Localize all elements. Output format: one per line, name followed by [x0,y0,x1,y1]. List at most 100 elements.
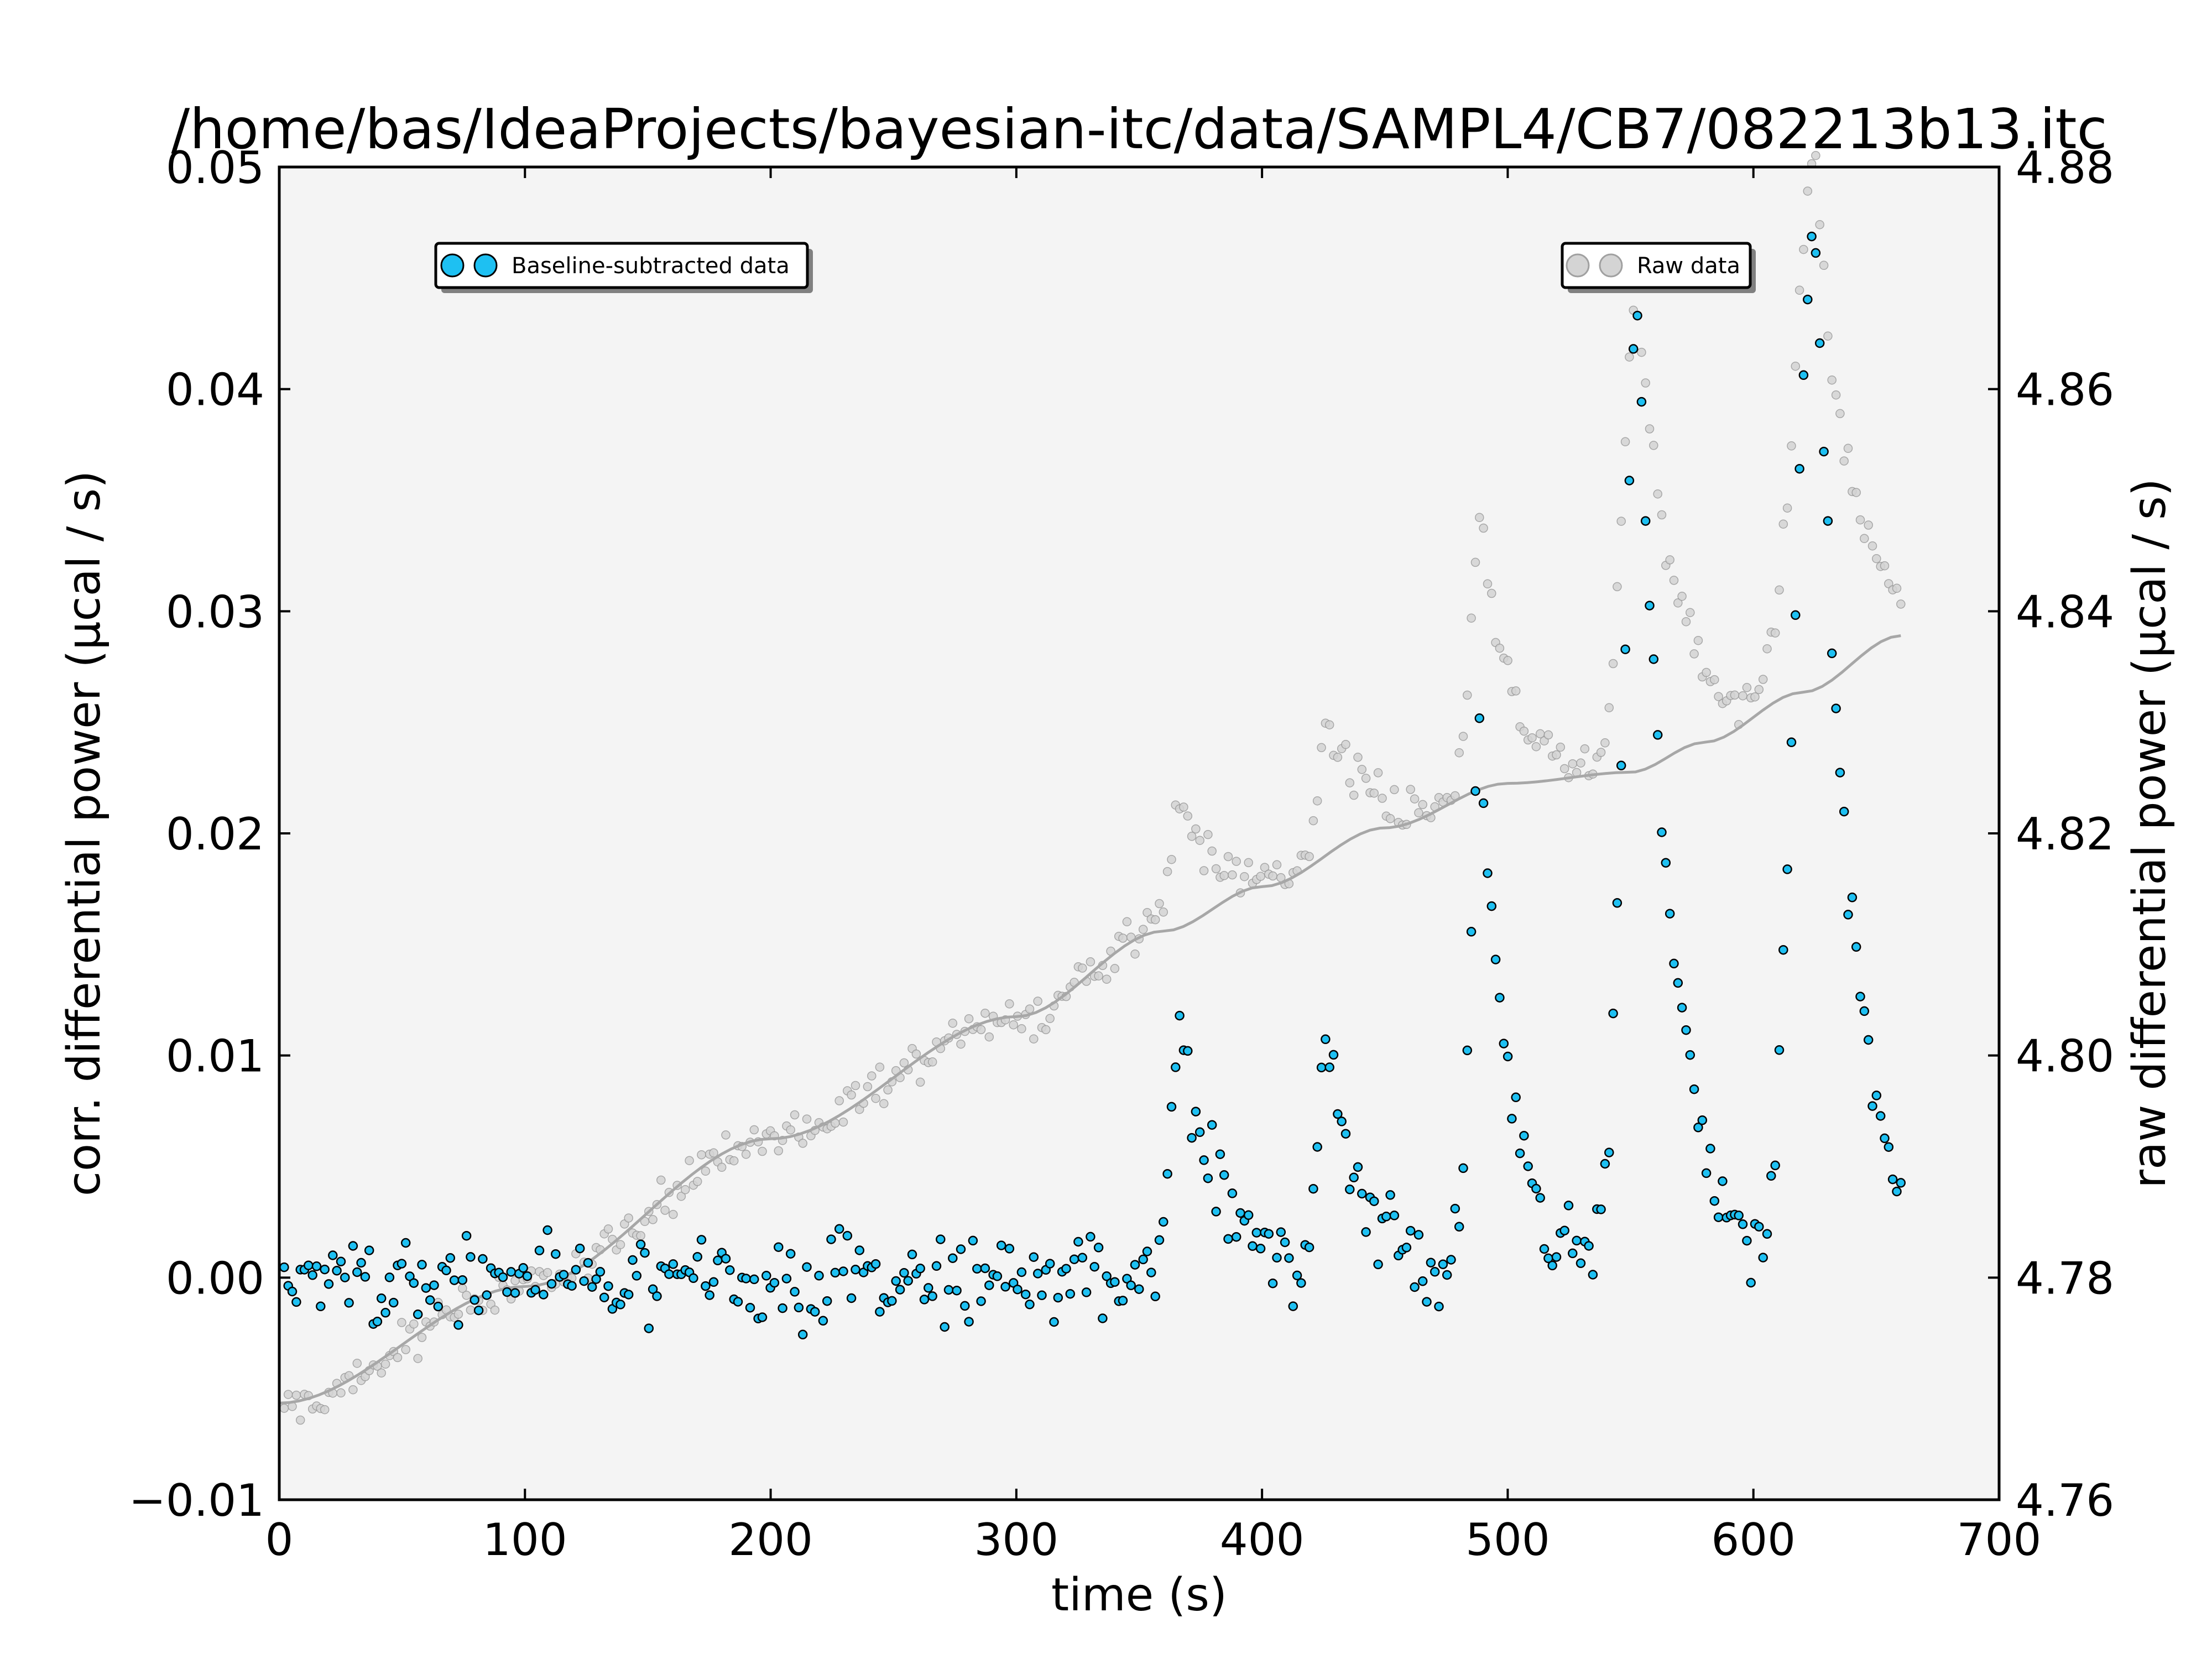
corrected-data-point [785,1249,796,1259]
corrected-data-point [571,1265,581,1275]
raw-data-point [1353,753,1363,762]
corrected-data-point [818,1316,828,1326]
raw-data-point [1864,520,1873,530]
raw-data-point [701,1166,711,1176]
y-left-tick-label: 0.00 [166,1253,264,1304]
raw-data-point [1418,800,1427,810]
y-right-tick-label: 4.88 [2016,142,2114,194]
corrected-data-point [790,1287,800,1297]
corrected-data-point [510,1288,520,1298]
corrected-data-point [1243,1210,1254,1220]
corrected-data-point [1632,310,1642,321]
raw-data-point [749,1125,759,1135]
corrected-data-point [482,1290,492,1300]
corrected-data-point [664,1269,674,1279]
raw-data-point [1454,748,1464,758]
raw-data-point [1361,774,1371,783]
corrected-data-point [332,1266,342,1276]
raw-data-point [1714,692,1723,701]
corrected-data-point [1349,1172,1359,1183]
corrected-data-point [1227,1188,1238,1198]
raw-data-point [656,1175,666,1185]
corrected-data-point [1539,1244,1550,1254]
raw-data-point [1843,444,1853,453]
raw-data-point [1199,866,1209,875]
corrected-data-point [632,1271,642,1281]
raw-data-point [1086,957,1095,967]
x-tick-label: 500 [1465,1514,1550,1566]
raw-data-point [380,1359,390,1369]
corrected-data-point [1568,1248,1578,1259]
x-tick-label: 400 [1220,1514,1305,1566]
corrected-data-point [1523,1161,1533,1171]
raw-data-point [1750,692,1760,702]
raw-data-point [1470,557,1480,567]
corrected-data-point [1466,927,1477,937]
raw-data-point [615,1240,625,1249]
corrected-data-point [1640,516,1651,526]
corrected-data-point [1462,1045,1473,1056]
raw-data-point [1467,613,1476,623]
raw-data-point [1155,899,1164,909]
x-tick-label: 200 [728,1514,813,1566]
raw-data-point [1240,872,1249,881]
corrected-data-point [1892,1186,1902,1197]
raw-data-point [1349,790,1359,800]
corrected-data-point [1430,1267,1440,1277]
corrected-data-point [311,1261,322,1271]
corrected-data-point [1718,1176,1728,1186]
corrected-data-point [473,1305,484,1316]
corrected-data-point [425,1295,435,1305]
corrected-data-point [595,1267,606,1277]
corrected-data-point [854,1245,865,1255]
corrected-data-point [830,1267,841,1278]
corrected-data-point [1547,1260,1557,1271]
corrected-data-point [692,1251,702,1262]
raw-data-point [1580,744,1590,754]
raw-data-point [542,1268,552,1277]
y-right-tick-label: 4.76 [2016,1475,2114,1526]
corrected-data-point [1734,1211,1744,1220]
y-left-tick-label: 0.01 [166,1031,264,1082]
raw-data-point [1487,588,1496,598]
x-tick-label: 700 [1957,1514,2042,1566]
corrected-data-point [1559,1225,1569,1235]
corrected-data-point [559,1270,569,1280]
corrected-data-point [1211,1207,1221,1217]
corrected-data-point [623,1290,634,1300]
corrected-data-point [1624,476,1635,486]
corrected-data-point [587,1282,597,1292]
corrected-data-point [579,1276,589,1286]
corrected-data-point [1405,1225,1416,1236]
corrected-data-point [1531,1183,1541,1194]
corrected-data-point [838,1266,848,1276]
raw-data-point [1122,917,1132,927]
raw-data-point [283,1390,293,1399]
raw-data-point [1819,260,1829,270]
corrected-data-point [1831,703,1841,713]
legend-raw-data: Raw data [1561,242,1756,293]
corrected-data-point [1369,1196,1379,1206]
corrected-data-point [778,1303,787,1313]
raw-data-point [1681,617,1691,627]
corrected-data-point [287,1286,298,1297]
corrected-data-point [1762,1229,1772,1239]
corrected-data-point [1705,1144,1715,1154]
corrected-data-point [1434,1301,1444,1312]
raw-data-point [1649,441,1658,450]
x-tick-label: 600 [1711,1514,1796,1566]
y-right-tick-label: 4.84 [2016,586,2114,638]
corrected-data-point [948,1253,958,1263]
corrected-data-point [725,1265,735,1275]
raw-data-point [1378,794,1387,803]
raw-data-point [490,1305,500,1315]
corrected-data-point [1098,1313,1108,1323]
raw-data-point [956,1039,966,1049]
corrected-data-point [1032,1269,1043,1279]
corrected-data-point [1118,1296,1128,1306]
corrected-data-point [1677,1003,1687,1013]
raw-data-point [1183,811,1193,821]
raw-data-point [624,1213,633,1223]
corrected-data-point [376,1293,387,1303]
raw-data-point [1527,733,1537,743]
